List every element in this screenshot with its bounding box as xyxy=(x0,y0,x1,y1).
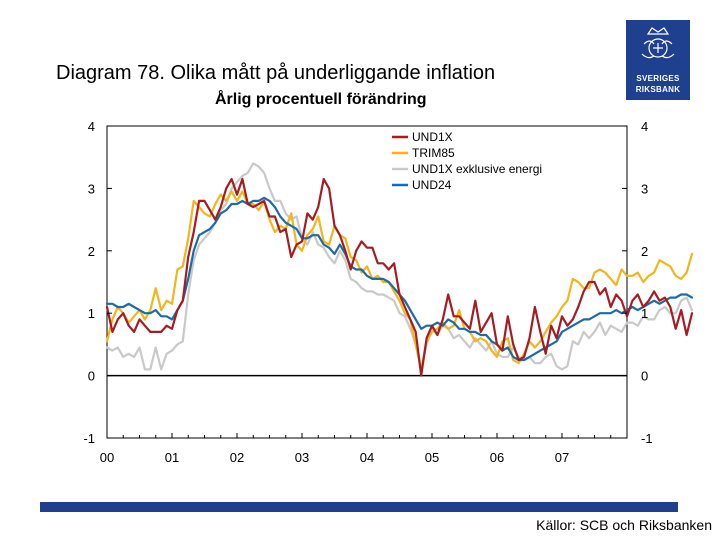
page-title: Diagram 78. Olika mått på underliggande … xyxy=(56,62,496,84)
y-tick-label-right: 1 xyxy=(641,306,648,321)
x-tick-label: 07 xyxy=(555,450,569,465)
y-tick-label-left: 2 xyxy=(88,244,95,259)
y-tick-label-right: -1 xyxy=(641,431,653,446)
legend-label: TRIM85 xyxy=(412,146,455,160)
x-tick-label: 04 xyxy=(360,450,374,465)
y-tick-label-left: 1 xyxy=(88,306,95,321)
x-tick-label: 02 xyxy=(230,450,244,465)
footer-bar xyxy=(40,502,678,512)
logo-text-line1: SVERIGES xyxy=(636,74,680,83)
series-line-und1x xyxy=(105,177,694,377)
series-line-trim85 xyxy=(105,190,694,371)
y-tick-label-left: 3 xyxy=(88,181,95,196)
chart-subtitle: Årlig procentuell förändring xyxy=(215,91,427,108)
y-tick-label-left: -1 xyxy=(83,431,95,446)
source-note: Källor: SCB och Riksbanken xyxy=(536,517,712,533)
legend-label: UND1X exklusive energi xyxy=(412,162,542,176)
y-tick-label-right: 3 xyxy=(641,181,648,196)
x-tick-label: 01 xyxy=(165,450,179,465)
x-tick-label: 00 xyxy=(100,450,114,465)
y-tick-label-right: 2 xyxy=(641,244,648,259)
logo-text-line2: RIKSBANK xyxy=(635,85,681,94)
legend-label: UND1X xyxy=(412,130,453,144)
x-tick-label: 03 xyxy=(295,450,309,465)
y-tick-label-right: 0 xyxy=(641,369,648,384)
y-tick-label-right: 4 xyxy=(641,119,648,134)
legend-label: UND24 xyxy=(412,178,452,192)
crown-emblem-icon xyxy=(641,27,675,59)
series-line-und1x-exklusive-energi xyxy=(105,162,694,371)
x-tick-label: 05 xyxy=(425,450,439,465)
y-tick-label-left: 0 xyxy=(88,369,95,384)
x-tick-label: 06 xyxy=(490,450,504,465)
y-tick-label-left: 4 xyxy=(88,119,95,134)
riksbank-logo: SVERIGES RIKSBANK xyxy=(626,20,690,100)
